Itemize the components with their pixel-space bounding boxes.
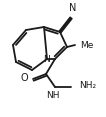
Text: N: N xyxy=(69,3,77,13)
Text: NH: NH xyxy=(46,91,60,100)
Text: N: N xyxy=(44,55,50,64)
Text: O: O xyxy=(20,73,28,83)
Text: Me: Me xyxy=(80,40,93,49)
Text: NH₂: NH₂ xyxy=(79,82,96,91)
